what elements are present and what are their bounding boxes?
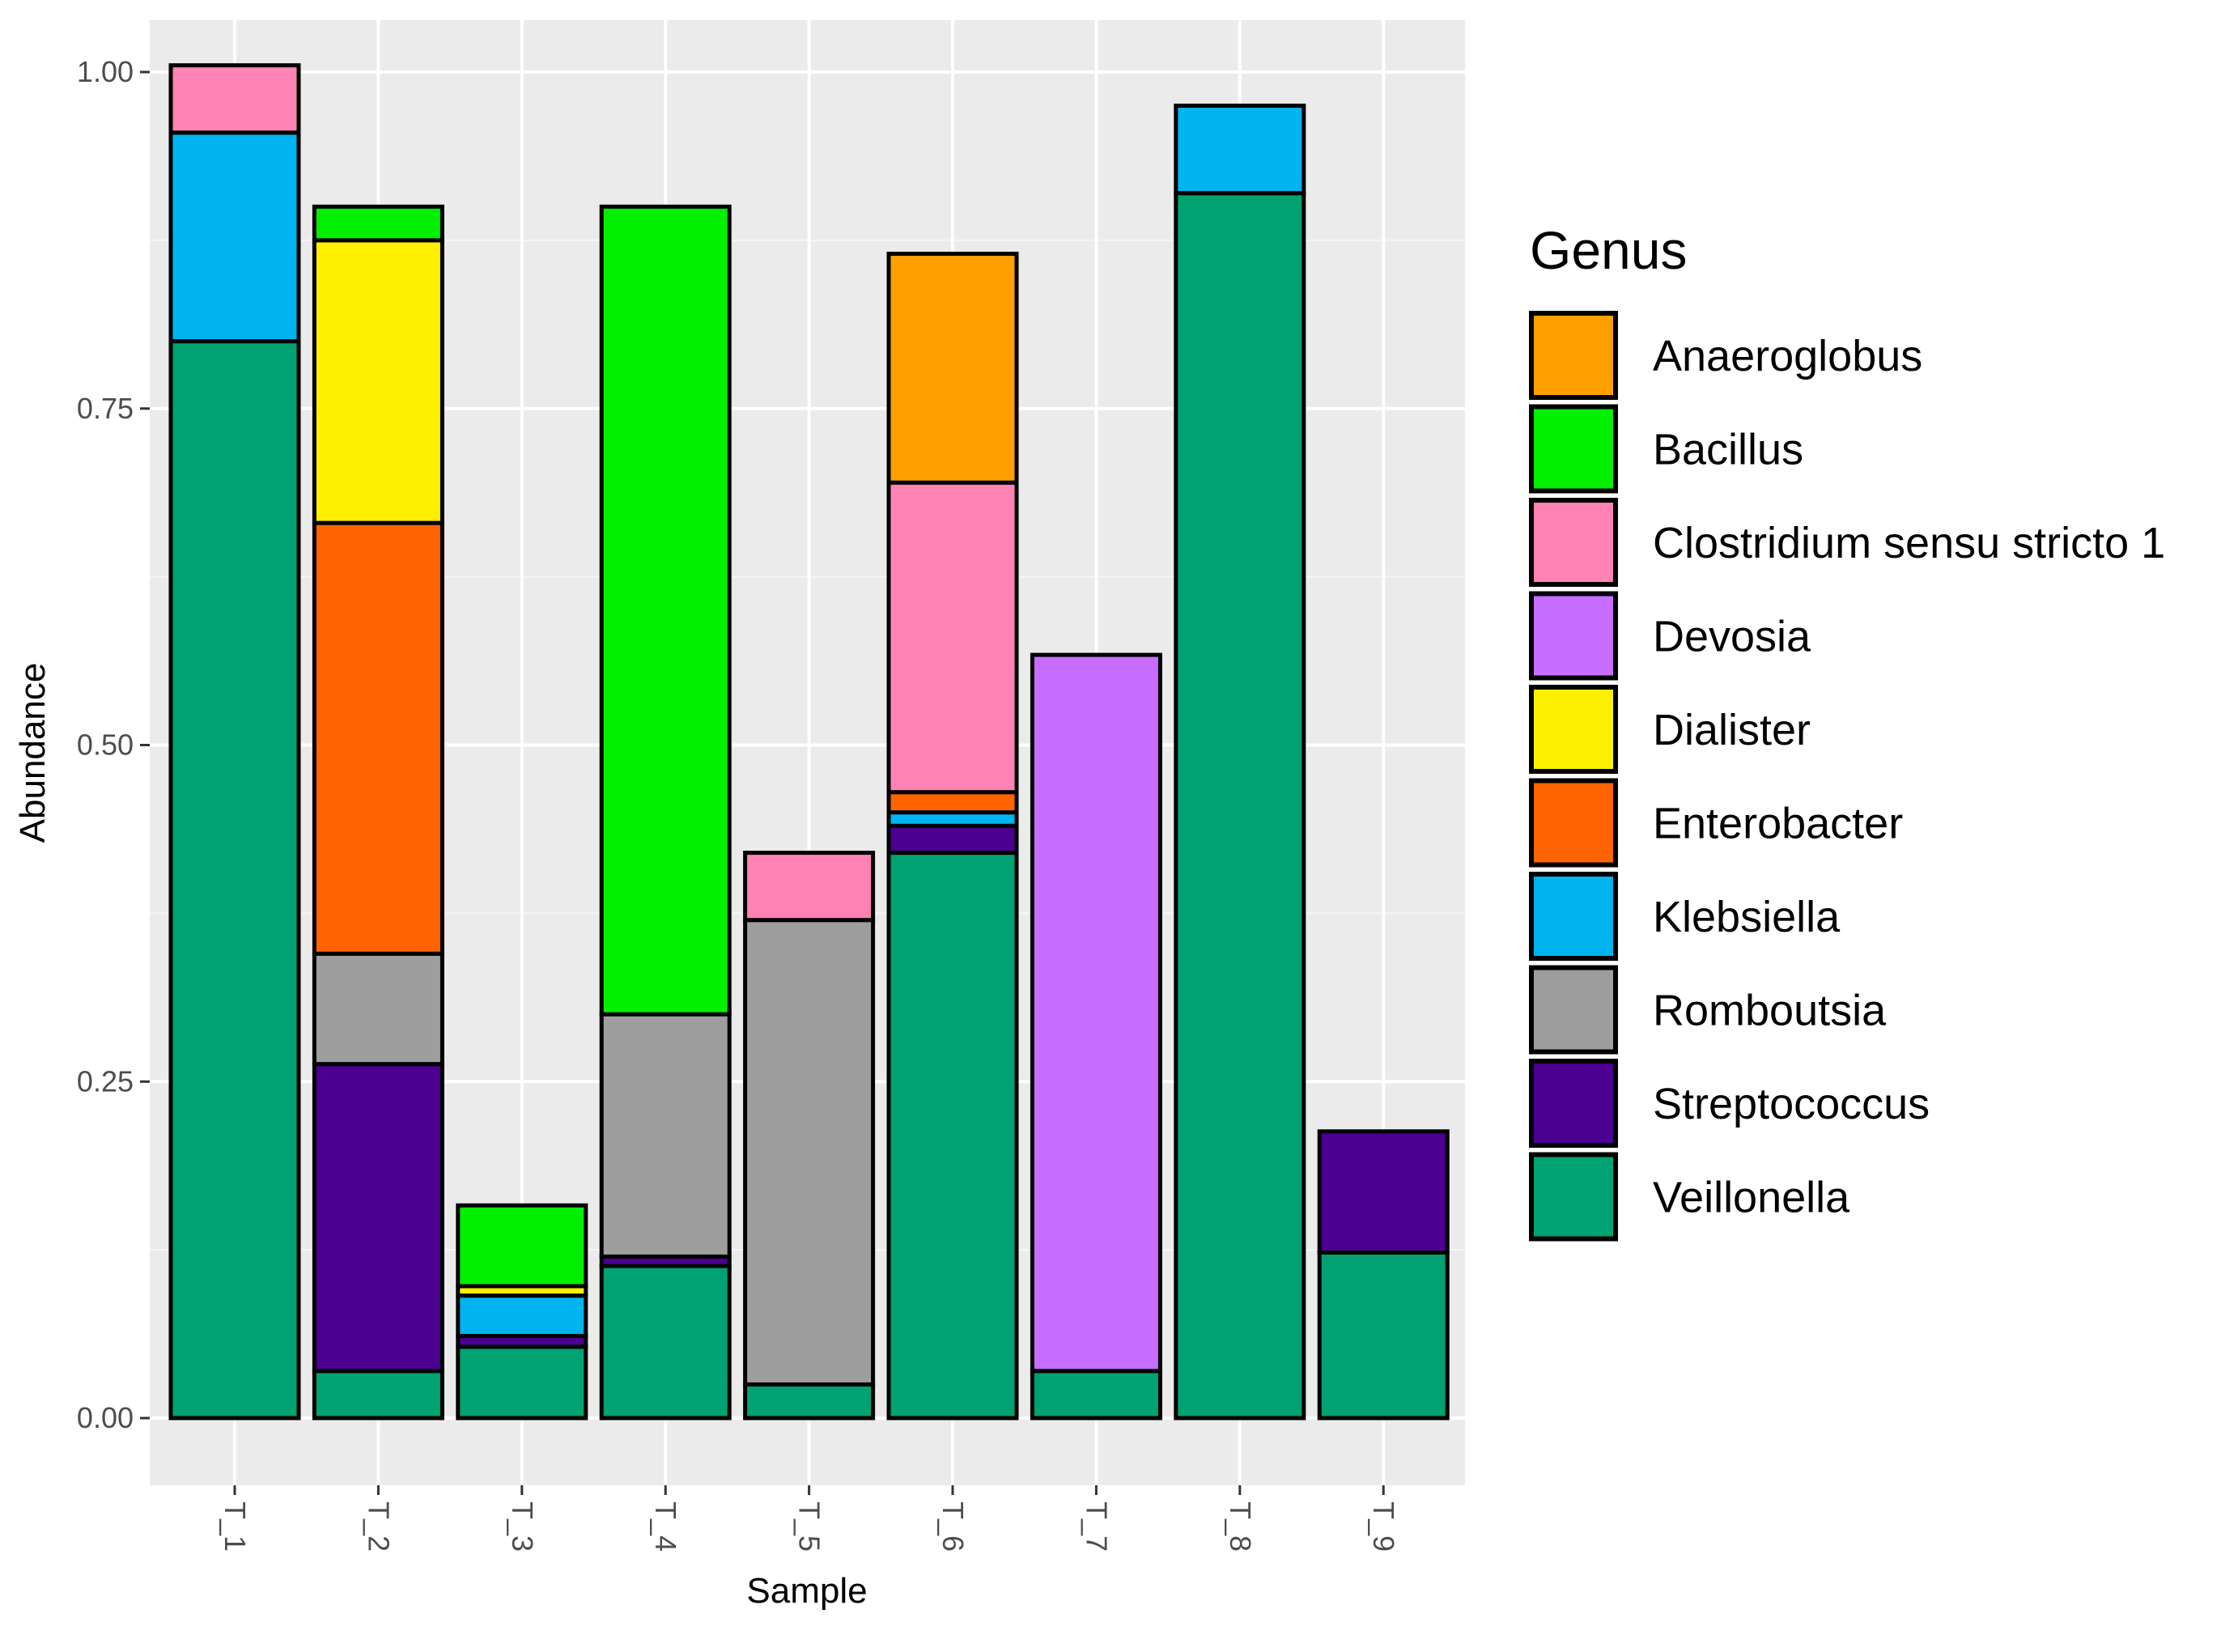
y-tick-label: 1.00: [77, 55, 134, 88]
legend-label: Enterobacter: [1653, 800, 1903, 848]
bar-segment-bacillus-t-4: [599, 204, 732, 1017]
bar-segment-veillonella-t-1: [168, 339, 301, 1421]
legend-key-clostridium-sensu-stricto-1: [1529, 498, 1618, 587]
legend-label: Bacillus: [1653, 426, 1803, 474]
bar-segment-romboutsia-t-5: [743, 918, 876, 1387]
bar-segment-bacillus-t-2: [312, 204, 444, 243]
legend-title: Genus: [1530, 220, 1687, 280]
legend-key-devosia: [1529, 591, 1618, 681]
bar-segment-romboutsia-t-2: [312, 951, 444, 1067]
bar-segment-dialister-t-2: [312, 238, 444, 525]
legend-label: Streptococcus: [1653, 1080, 1930, 1128]
y-tick-label: 0.00: [77, 1401, 134, 1434]
bar-segment-romboutsia-t-4: [599, 1012, 732, 1259]
bar-segment-streptococcus-t-2: [312, 1062, 444, 1374]
bar-segment-veillonella-t-6: [886, 851, 1019, 1421]
legend-label: Romboutsia: [1653, 987, 1887, 1035]
x-tick-label: T_9: [1367, 1501, 1400, 1552]
legend-key-romboutsia: [1529, 965, 1618, 1055]
bar-segment-veillonella-t-5: [743, 1382, 876, 1421]
bar-segment-clostridium-sensu-stricto-1-t-1: [168, 63, 301, 135]
x-tick-label: T_7: [1080, 1501, 1113, 1552]
legend: Genus Anaeroglobus Bacillus Clostridium se…: [1529, 220, 2165, 1242]
x-axis-title: Sample: [746, 1571, 867, 1611]
bar-segment-bacillus-t-3: [456, 1203, 588, 1289]
bars: [168, 63, 1450, 1421]
x-tick-label: T_1: [219, 1501, 252, 1552]
legend-key-anaeroglobus: [1529, 311, 1618, 400]
legend-key-enterobacter: [1529, 778, 1618, 868]
legend-label: Anaeroglobus: [1653, 332, 1922, 380]
bar-segment-enterobacter-t-2: [312, 520, 444, 956]
bar-segment-veillonella-t-8: [1174, 191, 1306, 1421]
bar-segment-streptococcus-t-6: [886, 823, 1019, 856]
x-tick-label: T_2: [362, 1501, 395, 1552]
bar-segment-veillonella-t-7: [1030, 1369, 1162, 1421]
bar-segment-streptococcus-t-9: [1317, 1129, 1450, 1255]
bar-segment-veillonella-t-4: [599, 1263, 732, 1421]
bar-segment-veillonella-t-2: [312, 1369, 444, 1421]
legend-label: Dialister: [1653, 706, 1811, 754]
bar-segment-veillonella-t-3: [456, 1344, 588, 1421]
bar-segment-klebsiella-t-8: [1174, 104, 1306, 196]
legend-key-veillonella: [1529, 1152, 1618, 1242]
legend-label: Devosia: [1653, 613, 1811, 661]
x-tick-label: T_6: [936, 1501, 970, 1552]
legend-label: Veillonella: [1653, 1174, 1850, 1222]
bar-segment-klebsiella-t-1: [168, 130, 301, 344]
legend-label: Klebsiella: [1653, 893, 1841, 941]
x-axis: T_1 T_2 T_3 T_4 T_5 T_6 T_7 T_8 T_9: [219, 1485, 1400, 1552]
bar-segment-clostridium-sensu-stricto-1-t-6: [886, 480, 1019, 795]
bar-segment-veillonella-t-9: [1317, 1250, 1450, 1421]
bar-segment-devosia-t-7: [1030, 652, 1162, 1374]
bar-segment-clostridium-sensu-stricto-1-t-5: [743, 851, 876, 923]
y-tick-label: 0.75: [77, 392, 134, 425]
x-tick-label: T_3: [506, 1501, 539, 1552]
legend-key-bacillus: [1529, 404, 1618, 494]
y-axis: 0.00 0.25 0.50 0.75 1.00: [77, 55, 150, 1434]
x-tick-label: T_8: [1224, 1501, 1257, 1552]
legend-key-dialister: [1529, 685, 1618, 774]
x-tick-label: T_4: [649, 1501, 682, 1552]
legend-label: Clostridium sensu stricto 1: [1653, 519, 2165, 567]
legend-key-klebsiella: [1529, 872, 1618, 961]
y-axis-title: Abundance: [13, 663, 53, 843]
bar-segment-anaeroglobus-t-6: [886, 252, 1019, 485]
y-tick-label: 0.50: [77, 728, 134, 762]
bar-segment-enterobacter-t-6: [886, 790, 1019, 815]
y-tick-label: 0.25: [77, 1064, 134, 1098]
x-tick-label: T_5: [793, 1501, 826, 1552]
legend-key-streptococcus: [1529, 1059, 1618, 1148]
bar-segment-klebsiella-t-3: [456, 1293, 588, 1339]
